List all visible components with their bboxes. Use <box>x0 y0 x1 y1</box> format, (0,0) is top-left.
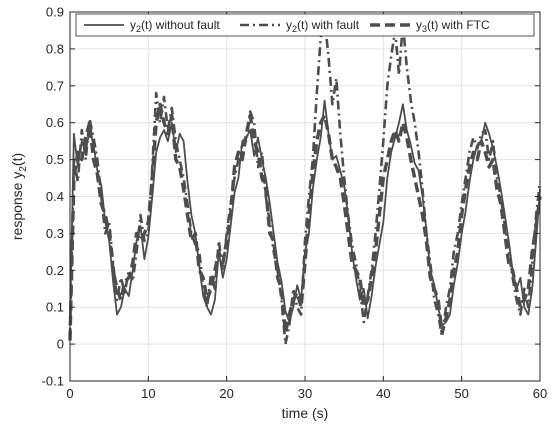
x-tick-label: 60 <box>533 386 547 401</box>
grid-lines <box>69 11 541 382</box>
y-tick-label: 0 <box>57 337 64 352</box>
legend-entry-symbol: y <box>416 18 422 32</box>
legend-entry-symbol: y <box>286 18 292 32</box>
legend-entry-3: y3(t) with FTC <box>416 18 490 34</box>
y-axis-label-main: response y <box>9 172 25 240</box>
y-tick-label: 0.4 <box>46 189 64 204</box>
y-axis-label-tail: (t) <box>9 153 25 166</box>
legend: y2(t) without fault y2(t) with fault y3(t)… <box>75 13 535 37</box>
y-tick-label: 0.5 <box>46 152 64 167</box>
y-tick-label: 0.9 <box>46 5 64 20</box>
x-axis-label: time (s) <box>282 405 329 421</box>
legend-entry-2: y2(t) with fault <box>286 18 360 34</box>
y-axis-label: response y2(t) <box>9 153 29 240</box>
legend-box <box>75 13 535 37</box>
x-tick-label: 10 <box>141 386 155 401</box>
legend-entry-subscript: 2 <box>292 24 297 34</box>
y-tick-label: -0.1 <box>42 374 64 389</box>
legend-entry-subscript: 2 <box>136 24 141 34</box>
series-line-2 <box>68 18 542 346</box>
legend-entry-subscript: 3 <box>422 24 427 34</box>
legend-entry-1: y2(t) without fault <box>130 18 220 34</box>
x-tick-label: 20 <box>219 386 233 401</box>
x-tick-label: 50 <box>454 386 468 401</box>
axis-ticks: 0 10 20 30 40 50 60-0.100.10.20.30.40.50.60.70… <box>42 5 548 402</box>
y-tick-label: 0.8 <box>46 41 64 56</box>
series-line-3 <box>68 102 542 341</box>
y-tick-label: 0.6 <box>46 115 64 130</box>
legend-entry-text: (t) with fault <box>297 18 360 32</box>
y-tick-label: 0.2 <box>46 263 64 278</box>
x-tick-label: 30 <box>298 386 312 401</box>
legend-entry-text: (t) without fault <box>141 18 220 32</box>
x-tick-label: 40 <box>376 386 390 401</box>
x-tick-label: 0 <box>66 386 73 401</box>
series-group <box>68 18 542 346</box>
y-tick-label: 0.1 <box>46 300 64 315</box>
legend-entry-symbol: y <box>130 18 136 32</box>
y-axis-label-subscript: 2 <box>18 166 29 172</box>
legend-entry-text: (t) with FTC <box>427 18 490 32</box>
y-tick-label: 0.3 <box>46 226 64 241</box>
y-tick-label: 0.7 <box>46 78 64 93</box>
